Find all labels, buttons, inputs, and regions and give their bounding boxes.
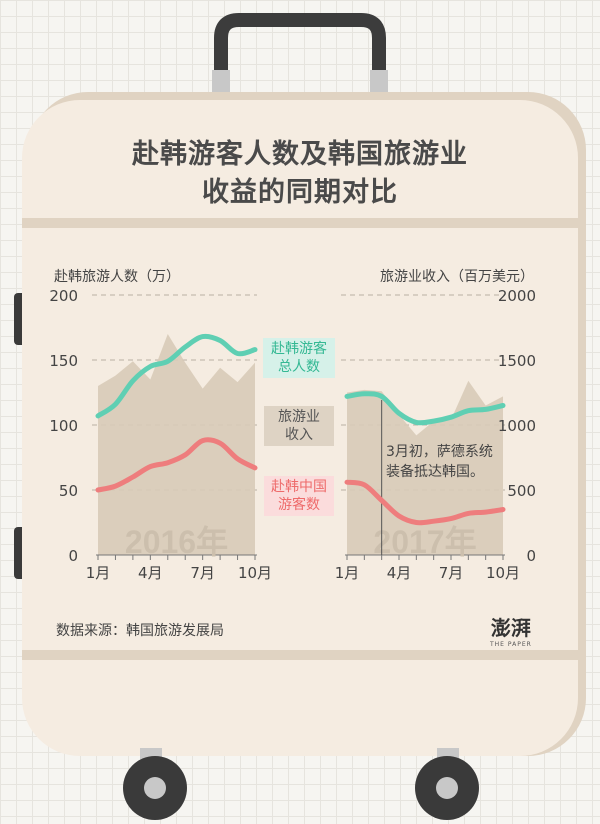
legend-total-line1: 赴韩游客 xyxy=(271,341,327,357)
x-tick-label: 10月 xyxy=(238,564,272,582)
total-visitors-line xyxy=(95,333,258,419)
total-visitors-line xyxy=(344,391,506,426)
wheel-icon xyxy=(123,748,479,820)
chinese-visitors-line xyxy=(344,479,506,526)
x-tick-label: 4月 xyxy=(387,564,412,582)
y-tick-label: 1000 xyxy=(498,417,536,435)
chinese-visitors-line xyxy=(95,437,258,493)
x-tick-label: 10月 xyxy=(486,564,520,582)
legend-china-badge: 赴韩中国 游客数 xyxy=(264,476,334,516)
legend-revenue-badge: 旅游业 收入 xyxy=(264,406,334,446)
y-tick-label: 100 xyxy=(49,417,78,435)
legend-revenue-line1: 旅游业 xyxy=(278,409,320,425)
revenue-area xyxy=(347,380,503,555)
y-tick-label: 500 xyxy=(507,482,536,500)
y-tick-label: 2000 xyxy=(498,287,536,305)
legend-total-line2: 总人数 xyxy=(278,359,320,375)
annotation-line1: 3月初，萨德系统 xyxy=(386,444,493,460)
annotation-line2: 装备抵达韩国。 xyxy=(386,464,484,480)
x-tick-label: 1月 xyxy=(335,564,360,582)
legend-total-badge: 赴韩游客 总人数 xyxy=(263,338,335,378)
thaad-annotation: 3月初，萨德系统 装备抵达韩国。 xyxy=(386,442,493,482)
chart-title-line2: 收益的同期对比 xyxy=(202,177,398,208)
y-tick-label: 200 xyxy=(49,287,78,305)
legend-china-line1: 赴韩中国 xyxy=(271,479,327,495)
year-watermark: 2017年 xyxy=(373,524,476,560)
x-tick-label: 7月 xyxy=(439,564,464,582)
y-tick-label: 50 xyxy=(59,482,78,500)
y-tick-label: 150 xyxy=(49,352,78,370)
x-tick-label: 7月 xyxy=(190,564,215,582)
revenue-area xyxy=(98,334,255,555)
y-tick-label: 0 xyxy=(68,547,78,565)
logo-subtext: THE PAPER xyxy=(490,641,532,648)
x-tick-label: 1月 xyxy=(86,564,111,582)
suitcase-handle-icon xyxy=(212,13,388,92)
x-tick-label: 4月 xyxy=(138,564,163,582)
source-note: 数据来源：韩国旅游发展局 xyxy=(56,623,224,639)
right-axis-label: 旅游业收入（百万美元） xyxy=(380,269,534,285)
y-tick-label: 1500 xyxy=(498,352,536,370)
left-axis-label: 赴韩旅游人数（万） xyxy=(54,269,180,285)
y-tick-label: 0 xyxy=(526,547,536,565)
year-watermark: 2016年 xyxy=(125,524,228,560)
legend-china-line2: 游客数 xyxy=(278,497,320,513)
logo: 澎湃 THE PAPER xyxy=(490,612,532,648)
chart-title-line1: 赴韩游客人数及韩国旅游业 xyxy=(132,139,468,170)
logo-text: 澎湃 xyxy=(490,616,531,640)
legend-revenue-line2: 收入 xyxy=(285,427,313,443)
